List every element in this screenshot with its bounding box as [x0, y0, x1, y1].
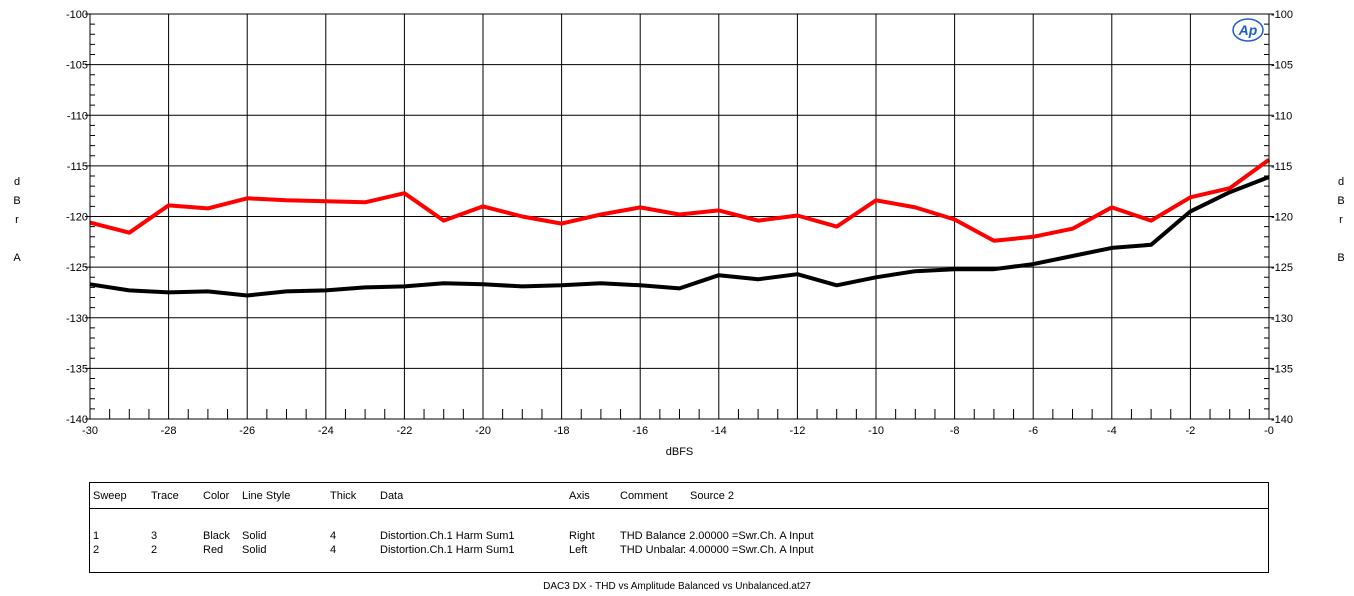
legend-header-data: Data	[380, 490, 404, 502]
x-axis-label: dBFS	[666, 446, 694, 458]
legend-row2-sweep: 2	[93, 544, 100, 556]
legend-header-line-style: Line Style	[242, 490, 291, 502]
axis-labels: -30 -28 -26 -24 -22 -20 -18 -16 -14 -12 -10 -8 -6 -4 -…	[13, 9, 1344, 458]
legend-row1-axis: Right	[569, 530, 595, 542]
legend-row1-comment: THD Balance	[620, 530, 686, 542]
legend-row1-thick: 4	[330, 530, 337, 542]
x-tick-label: -6	[1028, 425, 1038, 437]
legend-header-axis: Axis	[569, 490, 590, 502]
y-axis-label-left-char: r	[15, 214, 19, 226]
legend-row1-sweep: 1	[93, 530, 100, 542]
legend-row2-color: Red	[203, 544, 224, 556]
y-tick-label-right: -120	[1271, 212, 1293, 224]
legend-row2-data: Distortion.Ch.1 Harm Sum1	[380, 544, 515, 556]
y-tick-label-right: -110	[1271, 110, 1292, 122]
legend-header-thick: Thick	[330, 490, 357, 502]
x-tick-label: -22	[396, 425, 412, 437]
x-tick-label: -20	[475, 425, 491, 437]
y-tick-label-right: -130	[1271, 313, 1293, 325]
y-axis-label-left-char: A	[13, 252, 21, 264]
legend-row1-color: Black	[203, 530, 230, 542]
y-tick-label-left: -140	[66, 414, 88, 426]
legend-row2-thick: 4	[330, 544, 337, 556]
y-axis-label-left-char: B	[13, 195, 20, 207]
legend-row1-source2: : 2.00000 =Swr.Ch. A Input	[683, 530, 814, 542]
x-tick-label: -16	[632, 425, 648, 437]
legend-row1-line-style: Solid	[242, 530, 267, 542]
legend-row1-trace: 3	[151, 530, 158, 542]
y-tick-label-right: -115	[1271, 161, 1292, 173]
y-tick-label-left: -100	[66, 9, 88, 21]
x-tick-label: -24	[318, 425, 334, 437]
plot-frame	[89, 13, 1270, 420]
y-tick-label-left: -135	[66, 363, 88, 375]
y-axis-label-right-char: d	[1338, 176, 1344, 188]
y-axis-label-left-char: d	[14, 176, 20, 188]
y-axis-label-right-char: B	[1337, 195, 1344, 207]
x-tick-label: -14	[711, 425, 727, 437]
legend-header-trace: Trace	[151, 490, 179, 502]
series-line-1	[89, 175, 1270, 298]
x-tick-label: -10	[868, 425, 884, 437]
footer-filename: DAC3 DX - THD vs Amplitude Balanced vs U…	[543, 581, 811, 592]
y-tick-label-right: -105	[1271, 60, 1293, 72]
legend-header-comment: Comment	[620, 490, 668, 502]
x-tick-label: -2	[1186, 425, 1196, 437]
x-tick-label: -28	[161, 425, 177, 437]
y-tick-label-left: -105	[66, 60, 88, 72]
x-tick-label: -18	[554, 425, 570, 437]
x-tick-label: -8	[950, 425, 960, 437]
legend-row2-axis: Left	[569, 544, 588, 556]
x-tick-label: -26	[239, 425, 255, 437]
thd-chart: -30 -28 -26 -24 -22 -20 -18 -16 -14 -12 -10 -8 -6 -4 -…	[13, 9, 1344, 458]
legend-row1-data: Distortion.Ch.1 Harm Sum1	[380, 530, 515, 542]
series-line-2	[89, 158, 1271, 243]
x-tick-label: -12	[789, 425, 805, 437]
y-tick-label-left: -130	[66, 313, 88, 325]
y-tick-label-right: -135	[1271, 363, 1293, 375]
y-axis-label-right-char: B	[1337, 252, 1344, 264]
y-tick-label-right: -140	[1271, 414, 1293, 426]
legend-row2-comment: THD Unbalar	[620, 544, 685, 556]
series-layer	[89, 158, 1271, 298]
ap-logo-ring	[1232, 18, 1264, 42]
x-tick-label: -0	[1264, 425, 1274, 437]
y-tick-label-right: -125	[1271, 262, 1293, 274]
x-tick-label: -30	[82, 425, 98, 437]
y-tick-label-left: -120	[66, 212, 88, 224]
legend-row2-trace: 2	[151, 544, 158, 556]
ap-logo: Ap	[1232, 18, 1264, 42]
y-tick-label-left: -125	[66, 262, 88, 274]
legend-header-divider	[90, 508, 1268, 509]
legend-header-color: Color	[203, 490, 230, 502]
legend-header-source2: Source 2	[690, 490, 735, 502]
y-tick-label-right: -100	[1271, 9, 1293, 21]
legend-header-sweep: Sweep	[93, 490, 127, 502]
legend-row2-source2: : 4.00000 =Swr.Ch. A Input	[683, 544, 814, 556]
ap-logo-text: Ap	[1238, 22, 1258, 38]
y-tick-label-left: -110	[67, 110, 88, 122]
y-tick-label-left: -115	[67, 161, 88, 173]
legend-table: Sweep Trace Color Line Style Thick Data …	[89, 482, 1269, 573]
legend-row2-line-style: Solid	[242, 544, 267, 556]
y-axis-label-right-char: r	[1339, 214, 1343, 226]
x-tick-label: -4	[1107, 425, 1117, 437]
